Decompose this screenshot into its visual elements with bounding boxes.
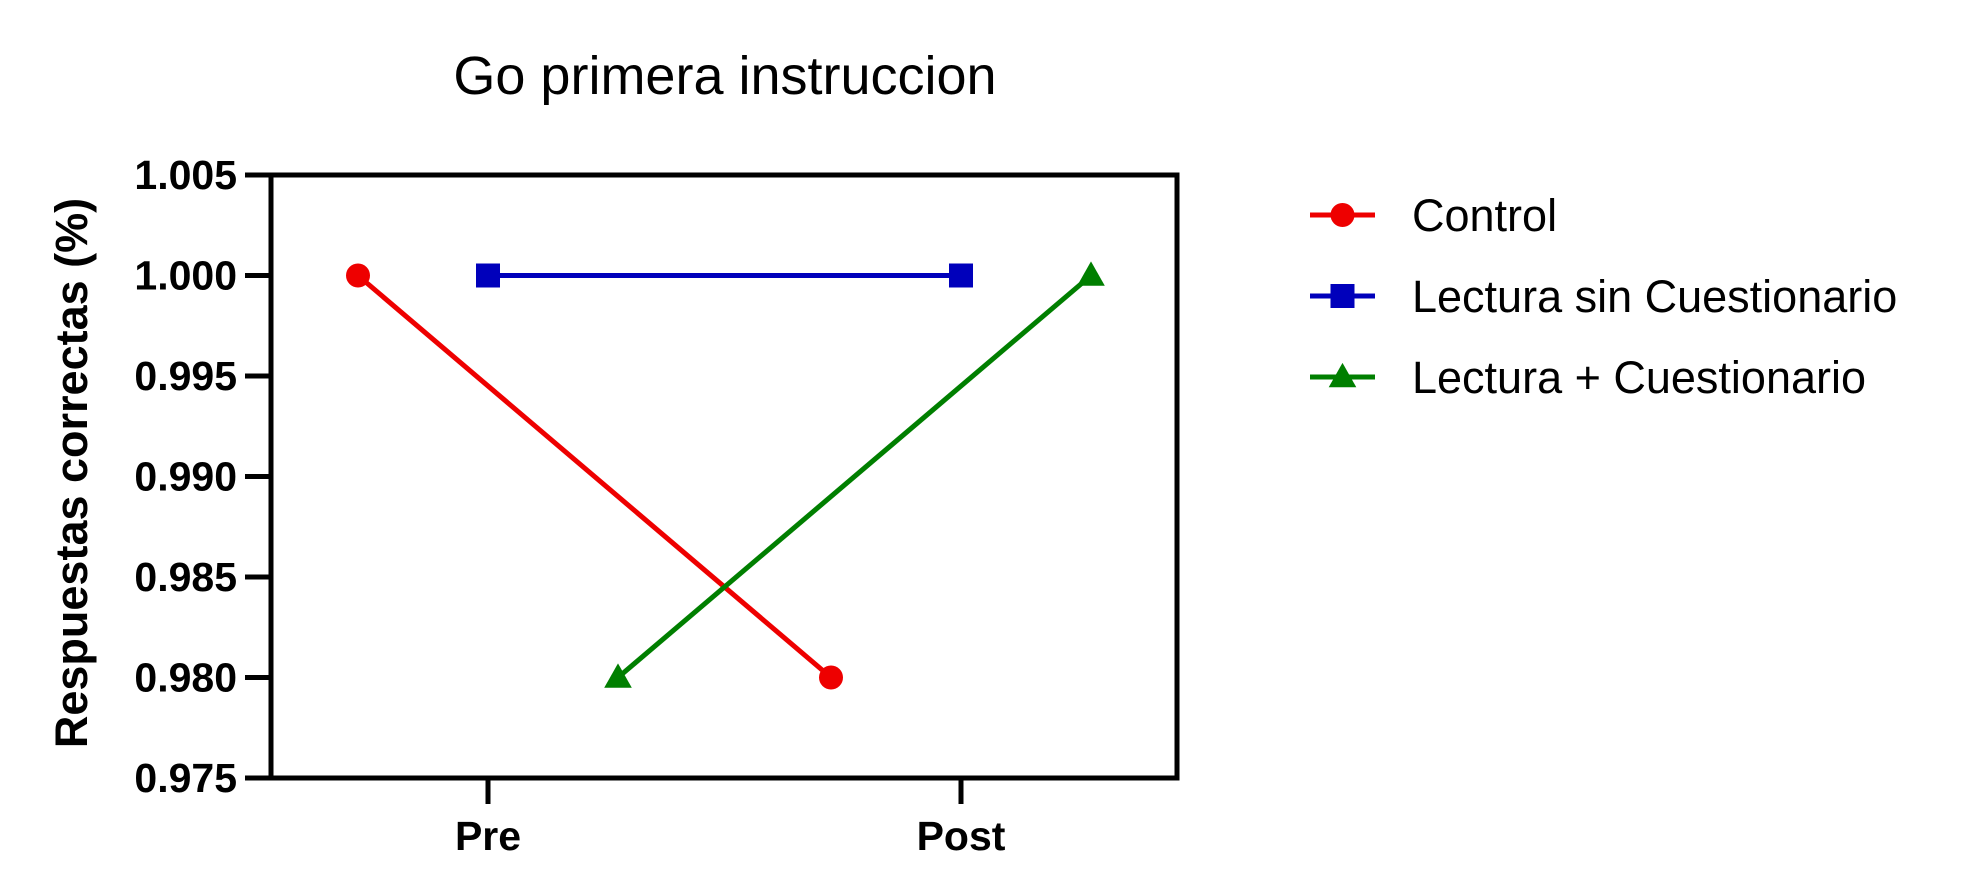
data-point	[1077, 261, 1105, 286]
series-line	[616, 273, 1093, 680]
legend-item: Control	[1310, 190, 1557, 241]
series-1	[346, 263, 843, 690]
y-tick-label: 1.005	[134, 152, 237, 198]
legend: Control Lectura sin Cuestionario Lectura +…	[1310, 190, 1897, 403]
series-layer	[346, 261, 1105, 690]
y-tick-label: 0.985	[134, 554, 237, 600]
legend-item: Lectura + Cuestionario	[1310, 352, 1866, 403]
y-tick-label: 0.975	[134, 755, 237, 801]
legend-marker	[1328, 362, 1357, 388]
data-point	[476, 263, 500, 288]
y-tick-label: 0.995	[134, 353, 237, 399]
y-axis-ticks: 0.975 0.980 0.985 0.990 0.995 1.000 1.005	[134, 152, 271, 801]
y-tick-label: 1.000	[134, 253, 237, 299]
legend-item: Lectura sin Cuestionario	[1310, 271, 1897, 322]
legend-label: Lectura + Cuestionario	[1412, 352, 1866, 403]
chart-title: Go primera instruccion	[453, 46, 996, 106]
series-2	[476, 263, 973, 288]
series-line	[356, 273, 833, 680]
data-point	[346, 263, 370, 288]
legend-label: Control	[1412, 190, 1557, 241]
plot-frame	[268, 172, 1180, 781]
data-point	[604, 663, 632, 688]
data-point	[949, 263, 973, 288]
legend-marker	[1330, 284, 1355, 308]
legend-marker	[1330, 203, 1355, 227]
data-point	[819, 665, 843, 690]
series-3	[604, 261, 1105, 688]
y-tick-label: 0.990	[134, 454, 237, 500]
x-tick-label: Pre	[455, 813, 521, 859]
x-axis-ticks: Pre Post	[455, 778, 1006, 859]
y-axis-label: Respuestas correctas (%)	[46, 198, 97, 748]
plot-border	[268, 172, 1180, 781]
y-tick-label: 0.980	[134, 655, 237, 701]
x-tick-label: Post	[917, 813, 1006, 859]
legend-label: Lectura sin Cuestionario	[1412, 271, 1897, 322]
